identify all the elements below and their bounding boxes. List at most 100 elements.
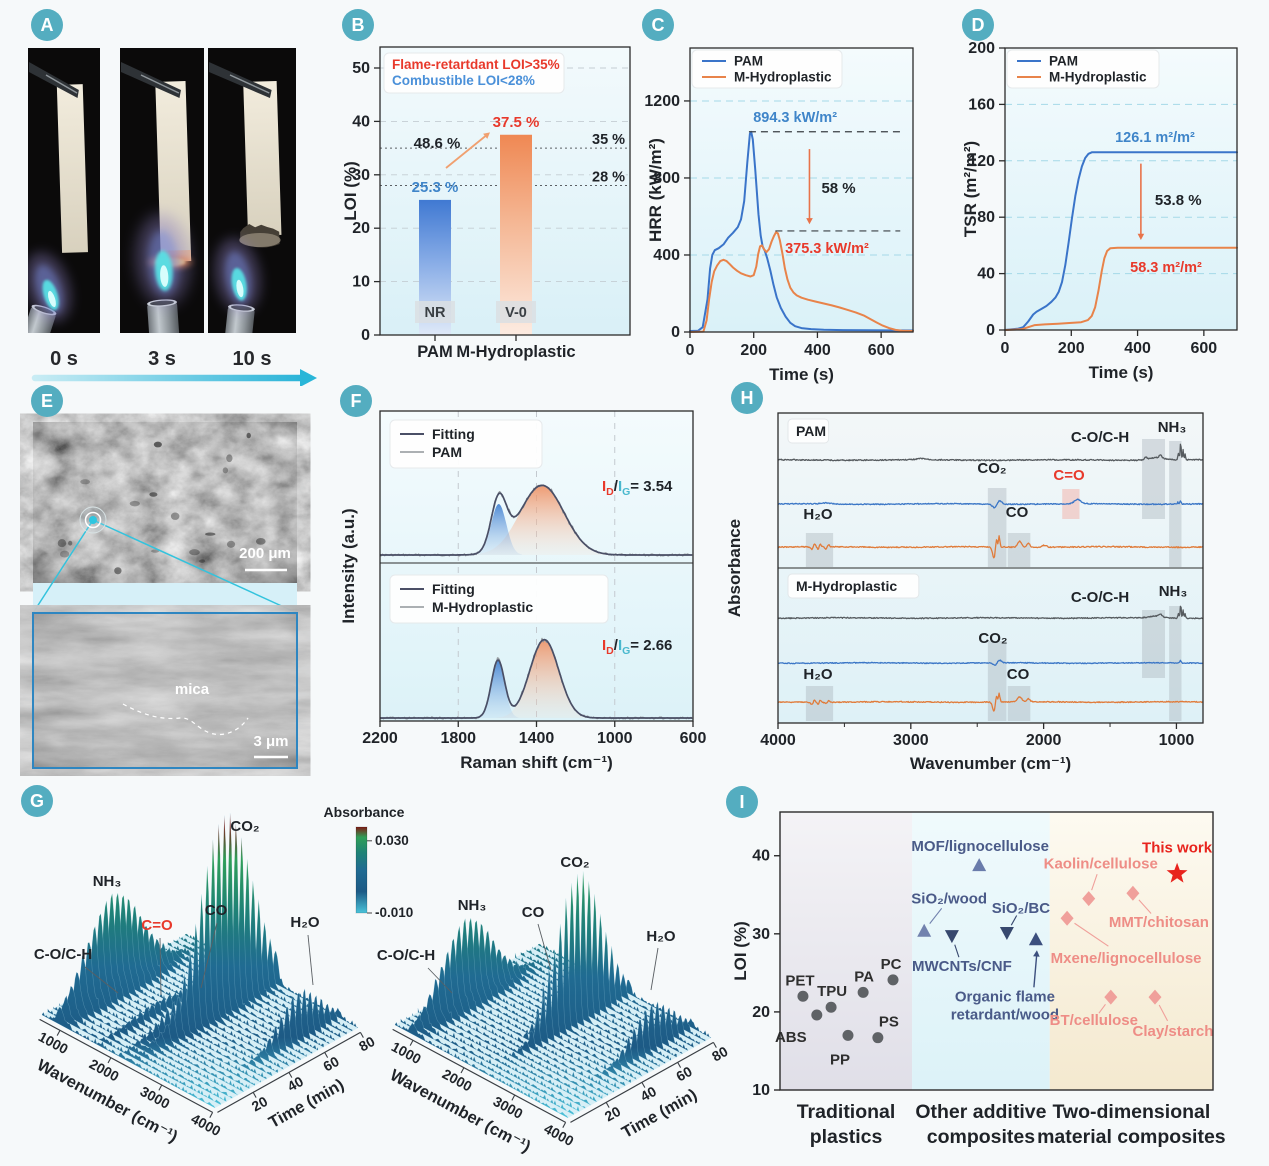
species-label-H₂O: H₂O <box>803 666 832 683</box>
rating-tag-box <box>496 301 536 323</box>
y-tick-label: 40 <box>977 266 995 283</box>
ftir-trace <box>777 498 1204 509</box>
point-label-PC: PC <box>881 956 902 973</box>
data-point-SiO₂/wood <box>917 923 932 937</box>
surface-row <box>70 942 244 1093</box>
colorbar-min: -0.010 <box>375 905 413 920</box>
path <box>712 1042 717 1048</box>
time-tick: 20 <box>249 1093 271 1115</box>
surface-row <box>64 955 239 1096</box>
leader-line <box>200 922 218 989</box>
zoom-spot-dot <box>89 516 97 524</box>
x-tick-label: 2000 <box>1026 732 1062 749</box>
path <box>288 1072 293 1078</box>
x-tick-label: 200 <box>740 342 767 359</box>
id-ig-ratio: ID/IG= 2.66 <box>602 637 672 657</box>
data-point-Mxene/lignocellulose <box>1060 910 1074 926</box>
y-tick-label: 800 <box>653 170 680 187</box>
species-band-CO <box>1007 686 1031 721</box>
legend-combustible: Combustible LOI<28% <box>392 73 535 88</box>
timeline-arrow-head <box>300 369 317 386</box>
sem-image-high-mag <box>33 613 297 768</box>
panel-b-badge: B <box>342 9 374 41</box>
surface-row <box>81 912 256 1087</box>
legend-box <box>389 574 609 624</box>
point-label-MWCNTs/CNF: MWCNTs/CNF <box>912 958 1012 975</box>
leader-line <box>1158 1004 1169 1022</box>
surface-row <box>434 938 609 1097</box>
point-label-ABS: ABS <box>775 1029 807 1046</box>
species-label-CO: CO <box>522 904 545 921</box>
time-tick: 60 <box>320 1053 342 1075</box>
panel-d-badge: D <box>962 9 994 41</box>
surface-row <box>446 918 620 1090</box>
time-axis-title: Time (min) <box>619 1086 700 1142</box>
bar-value-label: 25.3 % <box>412 179 459 196</box>
region-label: Traditional <box>797 1101 896 1123</box>
legend-item: Fitting <box>432 426 475 442</box>
wavenumber-tick: 2000 <box>87 1056 122 1085</box>
panel-g-badge: G <box>21 785 53 817</box>
x-tick-label: 0 <box>686 342 695 359</box>
colorbar <box>355 826 368 914</box>
wavenumber-tick: 2000 <box>440 1066 475 1095</box>
y-tick-label: 20 <box>352 220 370 237</box>
panel-h-ftir-spectra: H₂O CO₂ CO C=O C-O/C-H NH₃ PAM H₂O CO₂ CO C-O/C-H N… <box>725 412 1204 773</box>
x-axis-title: Raman shift (cm⁻¹) <box>460 753 613 772</box>
path <box>229 74 270 94</box>
pam-peak-label: 894.3 kW/m² <box>753 110 837 126</box>
data-point-this-work <box>1166 862 1188 883</box>
species-label-C=O: C=O <box>1053 467 1085 484</box>
species-band-C-O/C-H <box>1142 439 1166 519</box>
point-label-Kaolin/cellulose: Kaolin/cellulose <box>1044 856 1158 873</box>
data-point-PC <box>887 974 899 986</box>
surface-row <box>98 892 273 1077</box>
species-label-C-O/C-H: C-O/C-H <box>377 947 435 964</box>
species-label-CO: CO <box>1007 666 1030 683</box>
leader-line <box>650 947 659 991</box>
sample-strip <box>243 80 282 236</box>
x-category-label: PAM <box>417 343 452 361</box>
panel-i-badge: I <box>726 786 758 818</box>
burner-flame-icon <box>135 214 191 306</box>
y-axis-title: LOI (%) <box>341 161 360 221</box>
path <box>677 1062 682 1068</box>
zoom-line <box>32 519 94 614</box>
category-region <box>780 812 913 1090</box>
surface-row <box>423 966 597 1103</box>
region-label: Other additive <box>915 1101 1046 1123</box>
subplot-label: PAM <box>796 423 826 439</box>
x-tick-label: 1000 <box>597 730 633 747</box>
data-point-PET <box>797 990 809 1002</box>
arrow-head <box>1137 233 1145 240</box>
category-region <box>1049 812 1213 1090</box>
x-tick-label: 3000 <box>893 732 929 749</box>
surface-row <box>417 978 592 1106</box>
data-point-PP <box>842 1029 854 1041</box>
x-tick-label: 1000 <box>1159 732 1195 749</box>
series-PAM <box>1004 151 1238 331</box>
surface-row <box>400 1013 574 1116</box>
point-label-Mxene/lignocellulose: Mxene/lignocellulose <box>1051 950 1202 967</box>
arrow-head <box>483 132 490 139</box>
point-label-Organic flame retardant/wood: Organic flame <box>955 988 1055 1005</box>
panel-f-badge: F <box>340 385 372 417</box>
path <box>324 1052 329 1058</box>
photo-time-label: 10 s <box>233 348 272 370</box>
surface-row <box>41 1006 216 1109</box>
y-tick-label: 40 <box>352 113 370 130</box>
series-M-Hydroplastic <box>1004 246 1238 331</box>
data-point-TPU <box>825 1001 837 1013</box>
species-label-CO₂: CO₂ <box>560 854 589 871</box>
rating-tag: V-0 <box>505 305 527 321</box>
region-label: plastics <box>810 1126 883 1148</box>
ftir-trace <box>777 535 1203 559</box>
data-point-Clay/starch <box>1148 989 1162 1005</box>
ftir-trace <box>777 443 1204 462</box>
path <box>140 74 180 94</box>
region-label: composites <box>927 1126 1036 1148</box>
y-tick-label: 160 <box>968 96 995 113</box>
surface-row <box>411 993 586 1109</box>
data-point-SiO₂/BC <box>999 927 1014 941</box>
y-tick-label: 80 <box>977 209 995 226</box>
